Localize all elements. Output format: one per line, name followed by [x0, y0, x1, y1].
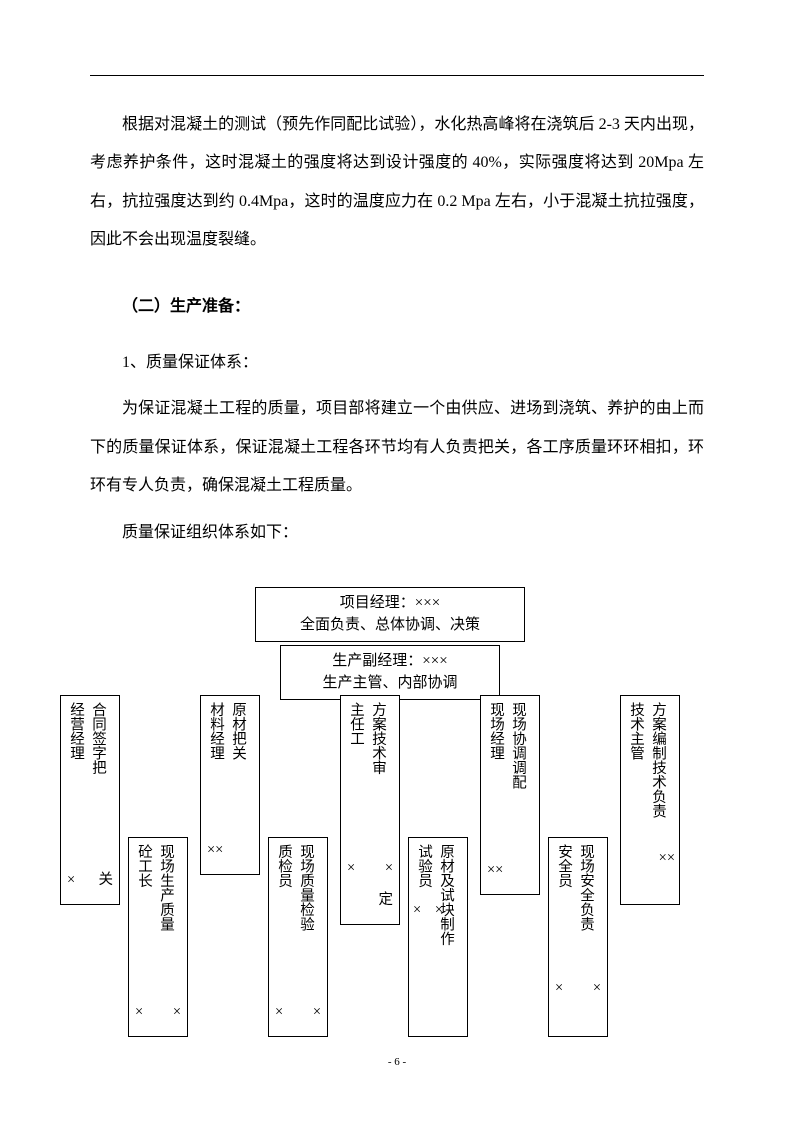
- row2-b2-mark-right: ×: [313, 995, 321, 1030]
- row1-b5-mark: ××: [659, 841, 675, 876]
- row2-b1-mark-left: ×: [135, 995, 143, 1030]
- pm-line2: 全面负责、总体协调、决策: [262, 614, 518, 637]
- row1-b4: 现场经理 现场协调调配 ××: [480, 695, 540, 895]
- pm-box: 项目经理：××× 全面负责、总体协调、决策: [255, 587, 525, 642]
- row1-b3-mark-right: ×: [385, 851, 393, 886]
- section-2-title: （二）生产准备：: [90, 288, 704, 326]
- row1-b5-col1: 技术主管: [625, 702, 647, 898]
- row2-b3-mark-right: ×: [435, 893, 443, 928]
- row2-b4: 安全员 现场安全负责 × ×: [548, 837, 608, 1037]
- row1-b4-col2: 现场协调调配: [507, 702, 529, 888]
- row2-b2-mark-left: ×: [275, 995, 283, 1030]
- row2-b3-col1: 试验员: [413, 844, 435, 1030]
- dpm-line1: 生产副经理：×××: [287, 650, 493, 673]
- row2-b1-mark-right: ×: [173, 995, 181, 1030]
- item-1-title: 1、质量保证体系：: [90, 344, 704, 382]
- row1-b2: 材料经理 原材把关 ××: [200, 695, 260, 875]
- top-rule: [90, 75, 704, 76]
- row2-b3-col2: 原材及试块制作: [435, 844, 457, 1030]
- item-1-para: 为保证混凝土工程的质量，项目部将建立一个由供应、进场到浇筑、养护的由上而下的质量…: [90, 390, 704, 505]
- dpm-line2: 生产主管、内部协调: [287, 672, 493, 695]
- pm-line1: 项目经理：×××: [262, 592, 518, 615]
- row2-b4-mark-right: ×: [593, 971, 601, 1006]
- row2-b4-mark-left: ×: [555, 971, 563, 1006]
- row1-b3-mark-left: ×: [347, 851, 355, 886]
- row1-b2-mark: ××: [207, 833, 223, 868]
- paragraph-1: 根据对混凝土的测试（预先作同配比试验），水化热高峰将在浇筑后 2-3 天内出现，…: [90, 106, 704, 260]
- row1-b3: 主任工 方案技术审 × × 定: [340, 695, 400, 925]
- item-1-outro: 质量保证组织体系如下：: [90, 514, 704, 552]
- org-chart: 项目经理：××× 全面负责、总体协调、决策 生产副经理：××× 生产主管、内部协…: [90, 587, 720, 997]
- row2-b1: 砼工长 现场生产质量 × ×: [128, 837, 188, 1037]
- row2-b3: 试验员 原材及试块制作 × ×: [408, 837, 468, 1037]
- row1-b5: 技术主管 方案编制技术负责 ××: [620, 695, 680, 905]
- page-number: - 6 -: [388, 1049, 406, 1075]
- row1-b1-mark-left: ×: [67, 863, 75, 898]
- row1-b3-bottom: 定: [379, 883, 394, 918]
- row2-b2: 质检员 现场质量检验 × ×: [268, 837, 328, 1037]
- dpm-box: 生产副经理：××× 生产主管、内部协调: [280, 645, 500, 700]
- row1-b4-mark: ××: [487, 853, 503, 888]
- row1-b1: 经营经理 合同签字把 × 关: [60, 695, 120, 905]
- row1-b1-mark-right: 关: [99, 863, 114, 898]
- row1-b2-col2: 原材把关: [227, 702, 249, 868]
- row2-b3-mark-left: ×: [413, 893, 421, 928]
